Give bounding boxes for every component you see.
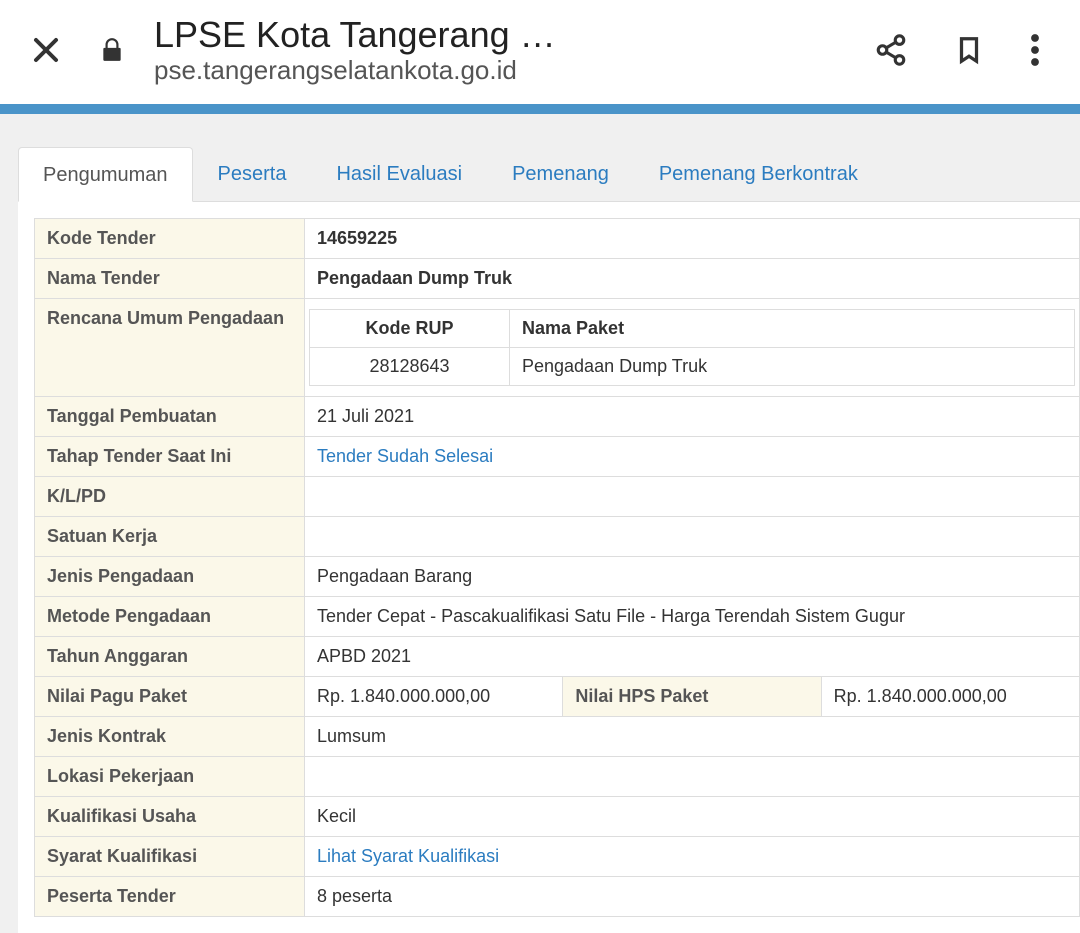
label-tanggal-pembuatan: Tanggal Pembuatan [35, 397, 305, 437]
label-metode-pengadaan: Metode Pengadaan [35, 597, 305, 637]
label-tahap-tender: Tahap Tender Saat Ini [35, 437, 305, 477]
tender-detail-table: Kode Tender 14659225 Nama Tender Pengada… [34, 218, 1080, 917]
rup-inner-table: Kode RUP Nama Paket 28128643 Pengadaan D… [309, 309, 1075, 386]
table-row: Kode Tender 14659225 [35, 219, 1080, 259]
value-jenis-pengadaan: Pengadaan Barang [305, 557, 1080, 597]
page-url: pse.tangerangselatankota.go.id [154, 55, 850, 86]
table-row: Kualifikasi Usaha Kecil [35, 797, 1080, 837]
value-nilai-pagu: Rp. 1.840.000.000,00 [305, 677, 563, 717]
table-row: Nilai Pagu Paket Rp. 1.840.000.000,00 Ni… [35, 677, 1080, 717]
label-jenis-kontrak: Jenis Kontrak [35, 717, 305, 757]
tab-panel: Kode Tender 14659225 Nama Tender Pengada… [18, 201, 1080, 933]
share-icon[interactable] [874, 33, 908, 67]
value-rup: Kode RUP Nama Paket 28128643 Pengadaan D… [305, 299, 1080, 397]
value-metode-pengadaan: Tender Cepat - Pascakualifikasi Satu Fil… [305, 597, 1080, 637]
label-kode-tender: Kode Tender [35, 219, 305, 259]
table-row: K/L/PD [35, 477, 1080, 517]
table-row: Tahap Tender Saat Ini Tender Sudah Seles… [35, 437, 1080, 477]
label-syarat-kualifikasi: Syarat Kualifikasi [35, 837, 305, 877]
value-peserta-tender: 8 peserta [305, 877, 1080, 917]
table-row: Syarat Kualifikasi Lihat Syarat Kualifik… [35, 837, 1080, 877]
table-row: Tanggal Pembuatan 21 Juli 2021 [35, 397, 1080, 437]
content-area: Pengumuman Peserta Hasil Evaluasi Pemena… [0, 114, 1080, 933]
label-nama-tender: Nama Tender [35, 259, 305, 299]
value-nilai-hps: Rp. 1.840.000.000,00 [821, 677, 1079, 717]
more-icon[interactable] [1030, 32, 1040, 68]
bookmark-icon[interactable] [954, 32, 984, 68]
label-jenis-pengadaan: Jenis Pengadaan [35, 557, 305, 597]
rup-row-nama: Pengadaan Dump Truk [510, 348, 1075, 386]
table-row: Tahun Anggaran APBD 2021 [35, 637, 1080, 677]
value-satuan-kerja [305, 517, 1080, 557]
value-lokasi [305, 757, 1080, 797]
value-tanggal-pembuatan: 21 Juli 2021 [305, 397, 1080, 437]
label-nilai-hps: Nilai HPS Paket [563, 677, 821, 717]
table-row: Peserta Tender 8 peserta [35, 877, 1080, 917]
accent-divider [0, 104, 1080, 114]
tab-peserta[interactable]: Peserta [193, 146, 312, 201]
table-row: Satuan Kerja [35, 517, 1080, 557]
page-title: LPSE Kota Tangerang … [154, 14, 850, 55]
table-row: Rencana Umum Pengadaan Kode RUP Nama Pak… [35, 299, 1080, 397]
label-kualifikasi-usaha: Kualifikasi Usaha [35, 797, 305, 837]
label-klpd: K/L/PD [35, 477, 305, 517]
label-satuan-kerja: Satuan Kerja [35, 517, 305, 557]
table-row: Jenis Pengadaan Pengadaan Barang [35, 557, 1080, 597]
label-peserta-tender: Peserta Tender [35, 877, 305, 917]
value-kode-tender: 14659225 [305, 219, 1080, 259]
label-lokasi: Lokasi Pekerjaan [35, 757, 305, 797]
rup-header-nama: Nama Paket [510, 310, 1075, 348]
table-row: Nama Tender Pengadaan Dump Truk [35, 259, 1080, 299]
tab-bar: Pengumuman Peserta Hasil Evaluasi Pemena… [18, 146, 1080, 201]
tab-hasil-evaluasi[interactable]: Hasil Evaluasi [311, 146, 487, 201]
value-tahun-anggaran: APBD 2021 [305, 637, 1080, 677]
table-row: Jenis Kontrak Lumsum [35, 717, 1080, 757]
value-syarat-kualifikasi[interactable]: Lihat Syarat Kualifikasi [317, 846, 499, 866]
rup-header-kode: Kode RUP [310, 310, 510, 348]
tab-pengumuman[interactable]: Pengumuman [18, 147, 193, 202]
close-icon[interactable] [22, 35, 70, 65]
rup-row-kode: 28128643 [310, 348, 510, 386]
browser-topbar: LPSE Kota Tangerang … pse.tangerangselat… [0, 0, 1080, 104]
value-tahap-tender[interactable]: Tender Sudah Selesai [317, 446, 493, 466]
label-nilai-pagu: Nilai Pagu Paket [35, 677, 305, 717]
tab-pemenang[interactable]: Pemenang [487, 146, 634, 201]
value-jenis-kontrak: Lumsum [305, 717, 1080, 757]
table-row: Lokasi Pekerjaan [35, 757, 1080, 797]
tab-pemenang-berkontrak[interactable]: Pemenang Berkontrak [634, 146, 883, 201]
lock-icon [94, 35, 130, 65]
label-rup: Rencana Umum Pengadaan [35, 299, 305, 397]
value-nama-tender: Pengadaan Dump Truk [305, 259, 1080, 299]
table-row: Metode Pengadaan Tender Cepat - Pascakua… [35, 597, 1080, 637]
value-klpd [305, 477, 1080, 517]
value-kualifikasi-usaha: Kecil [305, 797, 1080, 837]
label-tahun-anggaran: Tahun Anggaran [35, 637, 305, 677]
